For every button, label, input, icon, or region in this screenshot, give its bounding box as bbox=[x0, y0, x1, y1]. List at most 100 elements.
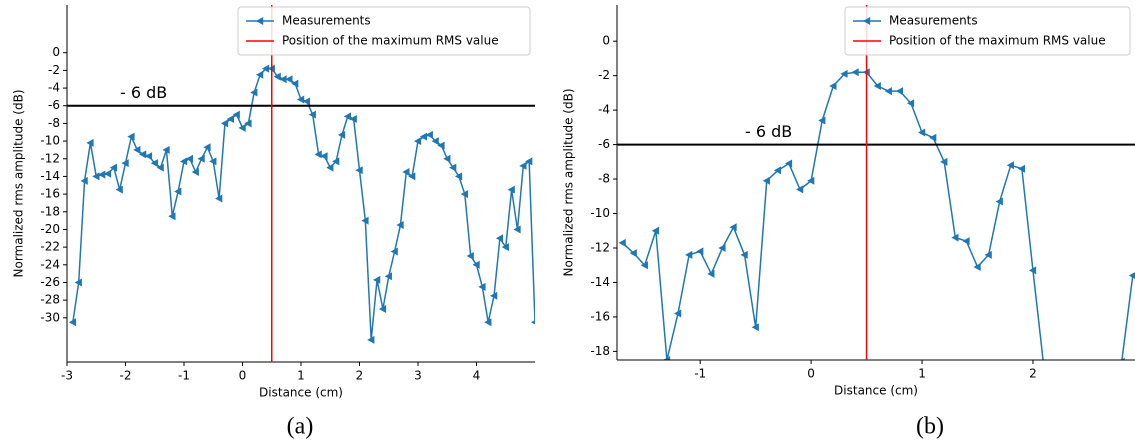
x-tick-label: -1 bbox=[694, 367, 706, 381]
data-point bbox=[484, 318, 492, 327]
data-point bbox=[829, 81, 837, 90]
data-point bbox=[373, 275, 381, 284]
legend-box bbox=[237, 6, 531, 56]
data-point bbox=[355, 166, 363, 175]
y-tick-label: -22 bbox=[40, 240, 60, 254]
data-point bbox=[460, 190, 468, 199]
data-point bbox=[279, 75, 287, 84]
legend-label: Measurements bbox=[889, 14, 978, 28]
y-tick-label: 0 bbox=[602, 34, 610, 48]
x-tick-label: 4 bbox=[473, 369, 481, 383]
plot bbox=[68, 64, 535, 344]
data-point bbox=[1006, 161, 1014, 170]
y-tick-label: -14 bbox=[590, 275, 610, 289]
data-point bbox=[291, 79, 299, 88]
data-point bbox=[314, 150, 322, 159]
data-point bbox=[98, 170, 106, 179]
data-point bbox=[851, 68, 859, 77]
data-point bbox=[308, 110, 316, 119]
data-line bbox=[622, 71, 1134, 360]
data-point bbox=[139, 150, 147, 159]
legend-marker bbox=[863, 17, 871, 25]
data-point bbox=[685, 250, 693, 259]
data-point bbox=[984, 250, 992, 259]
data-point bbox=[995, 197, 1003, 206]
data-point bbox=[414, 137, 422, 146]
data-point bbox=[718, 243, 726, 252]
data-point bbox=[951, 233, 959, 242]
x-tick-label: 3 bbox=[414, 369, 422, 383]
data-point bbox=[729, 223, 737, 232]
y-axis-label: Normalized rms amplitude (dB) bbox=[562, 88, 576, 276]
y-tick-label: -20 bbox=[40, 222, 60, 236]
data-point bbox=[490, 291, 498, 300]
data-point bbox=[191, 168, 199, 177]
data-point bbox=[396, 221, 404, 230]
y-tick-label: -24 bbox=[40, 257, 60, 271]
y-tick-label: -16 bbox=[590, 309, 610, 323]
data-point bbox=[962, 237, 970, 246]
data-point bbox=[150, 159, 158, 168]
y-tick-label: -6 bbox=[48, 98, 60, 112]
data-point bbox=[302, 97, 311, 106]
data-point bbox=[209, 157, 217, 166]
data-point bbox=[501, 243, 509, 252]
y-tick-label: -26 bbox=[40, 275, 60, 289]
data-point bbox=[906, 99, 915, 108]
data-point bbox=[1120, 357, 1125, 360]
data-point bbox=[454, 172, 463, 181]
data-point bbox=[261, 64, 270, 73]
data-point bbox=[402, 168, 410, 177]
y-tick-label: -4 bbox=[598, 103, 610, 117]
x-tick-label: 0 bbox=[807, 367, 815, 381]
legend-label: Position of the maximum RMS value bbox=[282, 34, 499, 48]
x-tick-label: 0 bbox=[239, 369, 247, 383]
data-point bbox=[437, 141, 445, 150]
data-point bbox=[232, 110, 240, 119]
data-point bbox=[840, 69, 848, 78]
data-point bbox=[384, 272, 392, 281]
data-point bbox=[873, 81, 881, 90]
data-point bbox=[796, 185, 804, 194]
data-point bbox=[762, 176, 770, 185]
data-point bbox=[662, 356, 671, 360]
data-point bbox=[273, 72, 281, 81]
data-point bbox=[707, 269, 715, 278]
data-point bbox=[115, 185, 123, 194]
data-point bbox=[238, 123, 246, 132]
y-tick-label: -8 bbox=[598, 172, 610, 186]
legend-label: Measurements bbox=[282, 14, 371, 28]
y-tick-label: -16 bbox=[40, 187, 60, 201]
data-line bbox=[72, 67, 535, 340]
data-point bbox=[525, 157, 533, 166]
data-point bbox=[425, 130, 433, 139]
caption: (a) bbox=[287, 414, 314, 440]
data-point bbox=[74, 278, 82, 287]
y-tick-label: -12 bbox=[590, 240, 610, 254]
x-tick-label: 1 bbox=[918, 367, 926, 381]
caption: (b) bbox=[916, 414, 944, 440]
data-point bbox=[256, 70, 264, 79]
y-tick-label: 0 bbox=[52, 45, 60, 59]
data-point bbox=[929, 133, 937, 142]
data-point bbox=[144, 152, 153, 161]
data-point bbox=[696, 247, 704, 256]
data-point bbox=[740, 250, 748, 259]
y-tick-label: -10 bbox=[590, 206, 610, 220]
legend-box bbox=[844, 6, 1131, 56]
data-point bbox=[92, 172, 100, 181]
data-point bbox=[127, 132, 135, 141]
data-point bbox=[1040, 365, 1047, 373]
data-point bbox=[367, 335, 375, 344]
data-point bbox=[507, 185, 515, 194]
y-axis-label: Normalized rms amplitude (dB) bbox=[12, 89, 26, 277]
data-point bbox=[784, 159, 793, 168]
data-point bbox=[343, 112, 351, 121]
legend-label: Position of the maximum RMS value bbox=[889, 34, 1106, 48]
data-point bbox=[807, 176, 815, 185]
data-point bbox=[443, 154, 451, 163]
data-point bbox=[431, 137, 439, 146]
y-tick-label: -18 bbox=[590, 344, 610, 358]
data-point bbox=[1028, 266, 1037, 275]
x-axis-label: Distance (cm) bbox=[259, 386, 343, 400]
